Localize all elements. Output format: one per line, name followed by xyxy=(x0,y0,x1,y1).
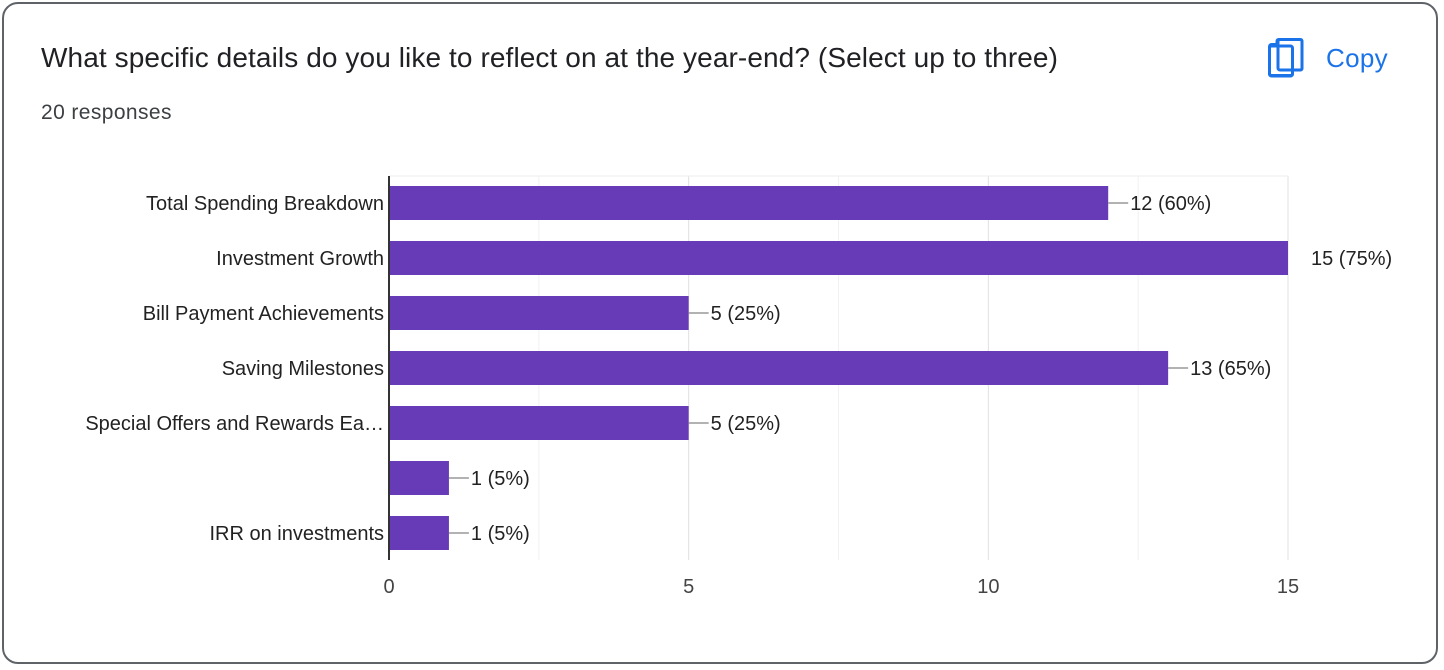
bar xyxy=(389,461,449,495)
category-label: Special Offers and Rewards Ea… xyxy=(85,413,384,435)
category-label: Saving Milestones xyxy=(222,358,384,380)
bar xyxy=(389,406,689,440)
response-count: 20 responses xyxy=(41,101,172,124)
x-tick-label: 10 xyxy=(977,576,999,598)
bar xyxy=(389,186,1109,220)
bar xyxy=(389,241,1288,275)
data-label: 5 (25%) xyxy=(711,413,781,435)
x-tick-label: 15 xyxy=(1277,576,1299,598)
bar xyxy=(389,516,449,550)
bar xyxy=(389,296,689,330)
data-label: 1 (5%) xyxy=(471,523,530,545)
x-tick-label: 5 xyxy=(683,576,694,598)
data-label: 5 (25%) xyxy=(711,303,781,325)
data-label: 12 (60%) xyxy=(1130,193,1211,215)
x-tick-label: 0 xyxy=(383,576,394,598)
copy-icon xyxy=(1268,38,1304,78)
category-label: Investment Growth xyxy=(216,248,384,270)
bar xyxy=(389,351,1169,385)
question-title: What specific details do you like to ref… xyxy=(41,42,1059,73)
data-label: 15 (75%) xyxy=(1311,248,1392,270)
data-label: 1 (5%) xyxy=(471,468,530,490)
data-label: 13 (65%) xyxy=(1190,358,1271,380)
category-label: IRR on investments xyxy=(209,523,384,545)
copy-button[interactable]: Copy xyxy=(1268,36,1388,80)
category-label: Total Spending Breakdown xyxy=(146,193,384,215)
category-label: Bill Payment Achievements xyxy=(143,303,384,325)
copy-label: Copy xyxy=(1326,42,1388,73)
